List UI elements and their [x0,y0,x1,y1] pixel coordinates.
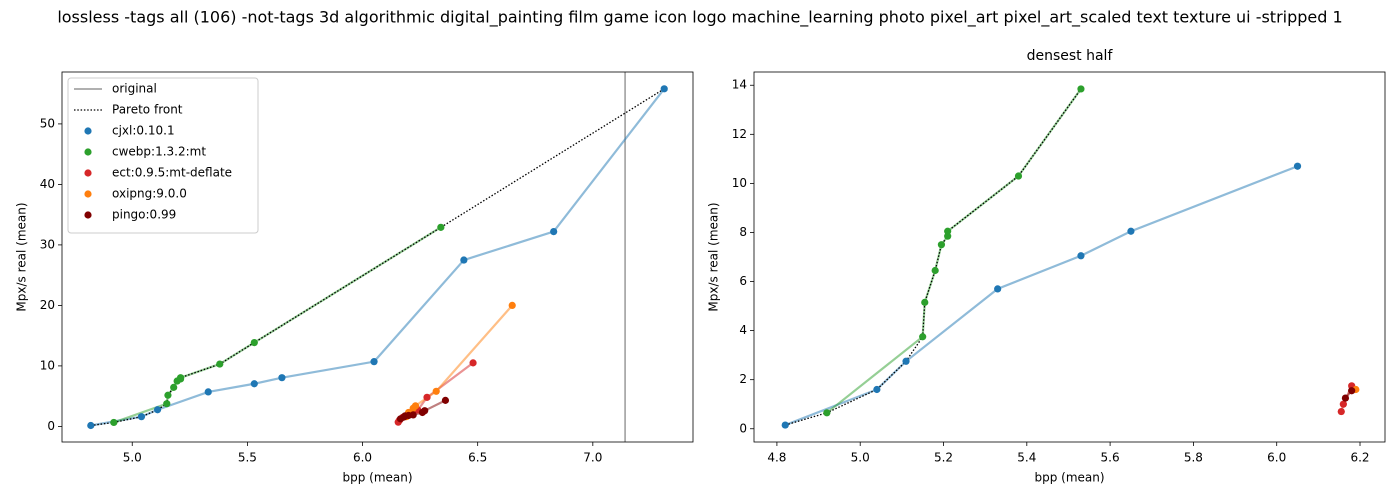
chart-title: densest half [1027,48,1114,64]
y-axis-label: Mpx/s real (mean) [707,202,721,311]
data-point [87,421,95,430]
data-point [170,383,178,391]
legend-swatch [84,190,92,198]
x-tick-label: 7.0 [583,451,602,465]
figure-title: lossless -tags all (106) -not-tags 3d al… [57,8,1342,28]
data-point [931,266,939,275]
data-point [1077,252,1085,260]
data-point [937,241,946,249]
y-tick-label: 0 [739,421,747,435]
x-tick-label: 6.0 [353,451,372,465]
pareto-front [90,88,665,427]
data-point [250,380,258,388]
x-tick-label: 6.2 [1350,451,1369,465]
data-point [153,406,162,414]
data-point [204,388,212,396]
y-tick-label: 14 [732,78,747,92]
x-tick-label: 6.0 [1267,451,1286,465]
data-point [460,256,468,264]
data-point [550,227,558,236]
y-tick-label: 10 [732,176,747,190]
data-point [1293,162,1302,170]
pareto-front [785,88,1082,426]
data-point [1077,85,1085,93]
y-tick-label: 40 [40,177,55,191]
data-point [508,301,516,309]
data-point [177,374,185,382]
data-point [437,223,445,231]
data-point [411,402,420,410]
data-point [902,357,910,365]
axes-frame [753,71,1386,443]
data-point [370,358,378,366]
x-tick-label: 5.6 [1101,451,1120,465]
legend-label: cwebp:1.3.2:mt [112,145,206,159]
y-tick-label: 30 [40,237,55,251]
y-tick-label: 8 [739,225,747,239]
y-tick-label: 20 [40,298,55,312]
data-point [944,227,952,235]
data-point [137,413,146,421]
x-tick-label: 4.8 [767,451,786,465]
y-tick-label: 4 [739,323,747,337]
y-tick-label: 0 [47,419,55,433]
legend-box [67,77,259,234]
data-point [1348,387,1356,395]
data-point [441,396,450,404]
x-axis-label: bpp (mean) [1034,471,1104,485]
data-point [216,360,224,368]
data-point [163,400,171,408]
x-tick-label: 5.4 [1017,451,1036,465]
data-point [994,285,1002,293]
data-point [278,374,286,382]
legend-label: oxipng:9.0.0 [112,187,187,201]
data-point [409,411,417,419]
data-point [1339,400,1347,408]
y-tick-label: 2 [739,372,747,386]
data-point [1127,227,1135,235]
data-point [432,387,440,395]
x-tick-label: 5.8 [1184,451,1203,465]
data-point [469,359,477,367]
data-point [1014,172,1023,180]
legend-label: pingo:0.99 [112,208,176,222]
data-point [421,407,429,415]
x-tick-label: 5.0 [851,451,870,465]
y-axis-label: Mpx/s real (mean) [15,202,29,311]
legend-swatch [84,211,92,219]
y-tick-label: 10 [40,358,55,372]
legend-swatch [84,169,92,177]
x-axis-label: bpp (mean) [342,471,412,485]
axes-frame [61,71,694,443]
data-point [660,85,668,93]
data-point [873,385,881,394]
data-point [1337,407,1345,416]
data-point [423,393,431,401]
data-point [823,409,831,417]
data-point [921,298,929,306]
y-tick-label: 12 [732,127,747,141]
data-point [781,421,789,429]
y-tick-label: 6 [739,274,747,288]
x-tick-label: 5.0 [123,451,142,465]
legend-label: original [112,82,157,96]
data-point [250,339,258,347]
x-tick-label: 5.5 [238,451,257,465]
legend-label: cjxl:0.10.1 [112,124,175,138]
legend-swatch [84,127,92,135]
data-point [164,391,172,399]
y-tick-label: 50 [40,116,55,130]
legend-label: Pareto front [112,103,183,117]
data-point [1341,394,1350,402]
legend-swatch [84,148,92,156]
data-point [110,418,118,427]
legend-label: ect:0.9.5:mt-deflate [112,166,232,180]
x-tick-label: 5.2 [934,451,953,465]
data-point [919,333,927,341]
x-tick-label: 6.5 [468,451,487,465]
